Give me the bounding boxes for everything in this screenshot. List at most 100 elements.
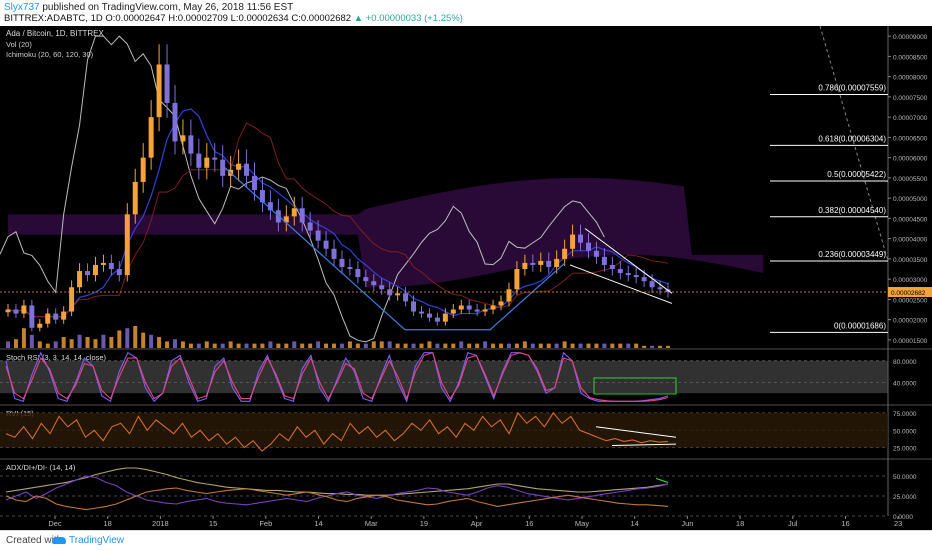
close-value: 0.00002682 <box>300 13 352 24</box>
tradingview-logo[interactable]: TradingView <box>52 535 124 546</box>
volume-bar <box>379 341 384 348</box>
candle-body <box>61 311 67 320</box>
candle-body <box>418 311 424 314</box>
volume-bar <box>61 337 66 348</box>
volume-bar <box>435 343 440 348</box>
candle-body <box>85 271 91 276</box>
candle-body <box>140 157 146 182</box>
volume-bar <box>53 341 58 348</box>
volume-bar <box>13 339 18 348</box>
candle-body <box>562 248 568 259</box>
volume-bar <box>29 334 34 348</box>
candle-body <box>426 313 432 318</box>
y-tick-label: 0.00005500 <box>893 176 928 183</box>
candle-body <box>498 301 504 306</box>
volume-bar <box>395 343 400 348</box>
volume-bar <box>101 334 106 348</box>
y-tick-label: 0.00001500 <box>893 338 928 345</box>
candle-body <box>617 269 623 274</box>
low-label: L: <box>230 13 239 24</box>
volume-bar <box>236 343 241 348</box>
volume-bar <box>499 343 504 348</box>
volume-bar <box>387 341 392 348</box>
x-tick-label: Dec <box>48 519 62 528</box>
volume-bar <box>180 341 185 348</box>
x-tick-label: 19 <box>420 519 428 528</box>
x-tick-label: 23 <box>894 519 902 528</box>
volume-bar <box>666 345 670 348</box>
uptrend-line <box>489 262 566 331</box>
y-tick-label: 0.00004000 <box>893 237 928 244</box>
ohlc-line: BITTREX:ADABTC, 1D O:0.00002647 H:0.0000… <box>4 13 463 24</box>
volume-bar <box>419 343 424 348</box>
candle-body <box>530 262 536 265</box>
candle-body <box>53 313 59 320</box>
chart-canvas[interactable]: 0.00009000 0.00008500 0.00008000 0.00007500… <box>0 26 932 530</box>
x-tick-label: 18 <box>736 519 744 528</box>
author-link[interactable]: Slyx737 <box>4 2 40 13</box>
candle-body <box>252 175 258 191</box>
candle-body <box>92 264 98 276</box>
candle-body <box>236 163 242 170</box>
candle-body <box>411 301 417 312</box>
volume-bar <box>212 343 217 348</box>
candle-body <box>307 222 313 231</box>
volume-bar <box>491 343 496 348</box>
x-tick-label: Apr <box>471 519 483 528</box>
volume-bar <box>554 343 559 348</box>
volume-bar <box>467 343 472 348</box>
candle-body <box>69 287 75 312</box>
volume-bar <box>443 343 448 348</box>
volume-bar <box>650 345 655 348</box>
volume-bar <box>602 343 607 348</box>
volume-bar <box>284 343 289 348</box>
volume-bar <box>300 343 305 348</box>
volume-bar <box>586 343 591 348</box>
volume-bar <box>268 341 273 348</box>
candle-body <box>291 208 297 217</box>
volume-bar <box>355 343 360 348</box>
volume-bar <box>546 343 551 348</box>
candle-body <box>172 102 178 142</box>
candle-body <box>379 285 385 290</box>
volume-bar <box>324 343 329 348</box>
volume-bar <box>196 343 201 348</box>
y-tick-label: 0.00004500 <box>893 216 928 223</box>
volume-bar <box>109 337 114 348</box>
volume-bar <box>530 343 535 348</box>
x-tick-label: 18 <box>104 519 112 528</box>
candle-body <box>108 262 114 270</box>
rvi-band <box>0 412 888 448</box>
volume-bar <box>276 343 281 348</box>
candle-body <box>315 230 321 241</box>
candle-body <box>466 305 472 310</box>
volume-bar <box>634 343 639 348</box>
ichimoku-cloud <box>8 177 764 288</box>
rvi-trend-line <box>595 426 677 438</box>
fib-level-label: 0(0.00001686) <box>834 321 886 330</box>
series-line-di- <box>5 487 669 511</box>
last-price-tag <box>888 287 932 298</box>
x-tick-label: 16 <box>841 519 849 528</box>
y-tick-label: 0.00009000 <box>893 34 928 41</box>
candle-body <box>220 159 226 176</box>
candle-body <box>570 234 576 249</box>
candle-body <box>458 305 464 310</box>
candle-body <box>21 305 27 314</box>
wedge-top-line <box>584 228 673 294</box>
candle-body <box>625 273 631 276</box>
fib-projection-line <box>819 26 889 262</box>
x-tick-label: May <box>575 519 589 528</box>
volume-bar <box>69 339 74 348</box>
volume-bar <box>220 343 225 348</box>
rvi-support-line <box>611 443 677 447</box>
volume-bar <box>363 343 368 348</box>
low-value: 0.00002634 <box>238 13 289 24</box>
series-line--d <box>5 352 669 402</box>
main-pane-title: Ada / Bitcoin, 1D, BITTREX <box>6 29 104 38</box>
candle-body <box>188 135 194 154</box>
candle-body <box>45 313 51 324</box>
x-tick-label: Mar <box>365 519 378 528</box>
volume-bar <box>538 343 543 348</box>
candle-body <box>204 157 210 168</box>
